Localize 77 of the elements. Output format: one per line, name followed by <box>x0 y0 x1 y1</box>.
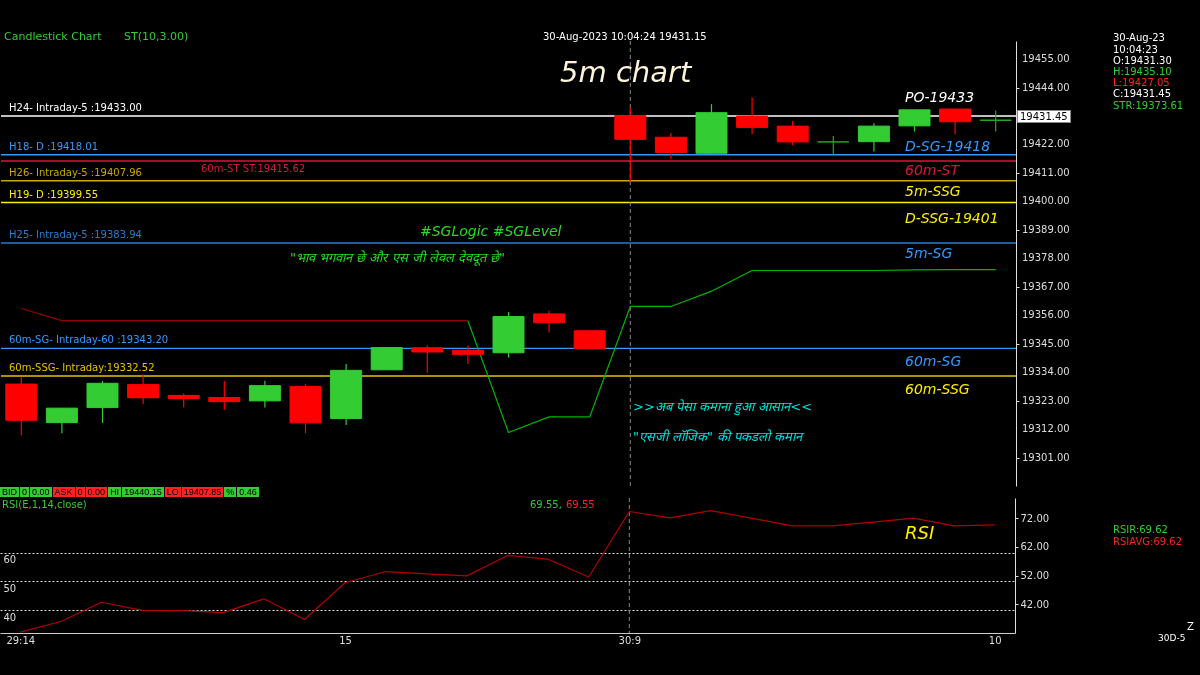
text: LO <box>164 487 181 497</box>
y-tick-label: 40 <box>3 611 17 623</box>
y-tick-label: 19422.00 <box>1022 138 1070 150</box>
text: 0.00 <box>30 487 52 497</box>
ref-line-label: H25- Intraday-5 :19383.94 <box>9 228 142 240</box>
y2-tick-label: 72.00 <box>1020 512 1050 524</box>
text: C:19431.45 <box>1113 88 1172 99</box>
y-tick-label: 19312.00 <box>1022 423 1070 435</box>
text: H:19435.10 <box>1113 66 1172 77</box>
text: % <box>224 487 237 497</box>
text: 10:04:23 <box>1113 44 1158 55</box>
ref-line-label: H24- Intraday-5 :19433.00 <box>9 102 142 114</box>
ref-line-label: 60m-SSG- Intraday:19332.52 <box>9 361 155 373</box>
text: 0 <box>75 487 85 497</box>
annotation: #SGLogic #SGLevel <box>420 223 562 240</box>
annotation: RSI(E,1,14,close) <box>2 499 87 510</box>
y-tick-label: 19367.00 <box>1022 280 1070 292</box>
x-tick-label: 10 <box>988 634 1002 646</box>
annotation: 5m-SSG <box>905 183 961 200</box>
text: RSIAVG:69.62 <box>1113 536 1183 547</box>
y-tick-label: 60 <box>3 554 17 566</box>
text: 0.46 <box>237 487 259 497</box>
y2-tick-label: 52.00 <box>1020 570 1050 582</box>
y-tick-label: 19345.00 <box>1022 337 1070 349</box>
annotation: 60m-ST <box>905 162 959 179</box>
text: 19431.45 <box>1017 110 1071 123</box>
y-tick-label: 19455.00 <box>1022 53 1070 65</box>
x-tick-label: 30:9 <box>618 634 642 646</box>
y2-tick-label: 42.00 <box>1020 598 1050 610</box>
y2-tick-label: 62.00 <box>1020 541 1050 553</box>
text: O:19431.30 <box>1113 55 1172 66</box>
text: ASK <box>52 487 75 497</box>
text: BID <box>0 487 20 497</box>
annotation: 5m-SG <box>905 245 953 262</box>
ref-line-label: 60m-ST ST:19415.62 <box>201 162 306 174</box>
text: RSIR:69.62 <box>1113 524 1168 535</box>
y-tick-label: 19444.00 <box>1022 81 1070 93</box>
annotation: 69.55, <box>530 499 562 510</box>
text: 5m chart <box>560 55 692 89</box>
ref-line-label: H26- Intraday-5 :19407.96 <box>9 166 142 178</box>
annotation: "भाव भगवान छे और एस जी लेवल देवदूत छे" <box>290 250 506 266</box>
y-tick-label: 19378.00 <box>1022 252 1070 264</box>
annotation: 60m-SSG <box>905 381 970 398</box>
text: STR:19373.61 <box>1113 100 1184 111</box>
annotation: RSI <box>905 522 935 544</box>
y-tick-label: 19323.00 <box>1022 394 1070 406</box>
y-tick-label: 19411.00 <box>1022 166 1070 178</box>
x-tick-label: 15 <box>339 634 352 646</box>
annotation: Candlestick Chart <box>4 30 102 43</box>
y-tick-label: 19301.00 <box>1022 451 1070 463</box>
y-tick-label: 50 <box>3 582 17 594</box>
annotation: "एसजी लॉजिक" की पकडलो कमान <box>633 429 803 445</box>
text: 30D-5 <box>1158 633 1186 644</box>
annotation: 60m-SG <box>905 353 962 370</box>
ref-line-label: 60m-SG- Intraday-60 :19343.20 <box>9 334 169 346</box>
text: 0 <box>20 487 30 497</box>
text: 19440.15 <box>122 487 164 497</box>
y-tick-label: 19400.00 <box>1022 195 1070 207</box>
ref-line-label: H19- D :19399.55 <box>9 188 98 200</box>
text: 30-Aug-23 <box>1113 32 1165 43</box>
ref-line-label: H18- D :19418.01 <box>9 140 98 152</box>
y-tick-label: 19389.00 <box>1022 223 1070 235</box>
y-tick-label: 19334.00 <box>1022 366 1070 378</box>
text: 19407.85 <box>181 487 224 497</box>
x-tick-label: 29:14 <box>6 634 36 646</box>
annotation: D-SSG-19401 <box>905 210 999 227</box>
text: HI <box>108 487 122 497</box>
y-tick-label: 19356.00 <box>1022 309 1070 321</box>
annotation: ST(10,3.00) <box>124 30 189 43</box>
text: L:19427.05 <box>1113 77 1170 88</box>
text: 0.00 <box>85 487 108 497</box>
text: Z <box>1187 621 1194 632</box>
annotation: 69.55 <box>566 499 595 510</box>
annotation: D-SG-19418 <box>905 138 991 155</box>
annotation: >>अब पेसा कमाना हुआ आसान<< <box>633 399 813 415</box>
annotation: 30-Aug-2023 10:04:24 19431.15 <box>543 31 707 42</box>
annotation: PO-19433 <box>905 89 975 106</box>
